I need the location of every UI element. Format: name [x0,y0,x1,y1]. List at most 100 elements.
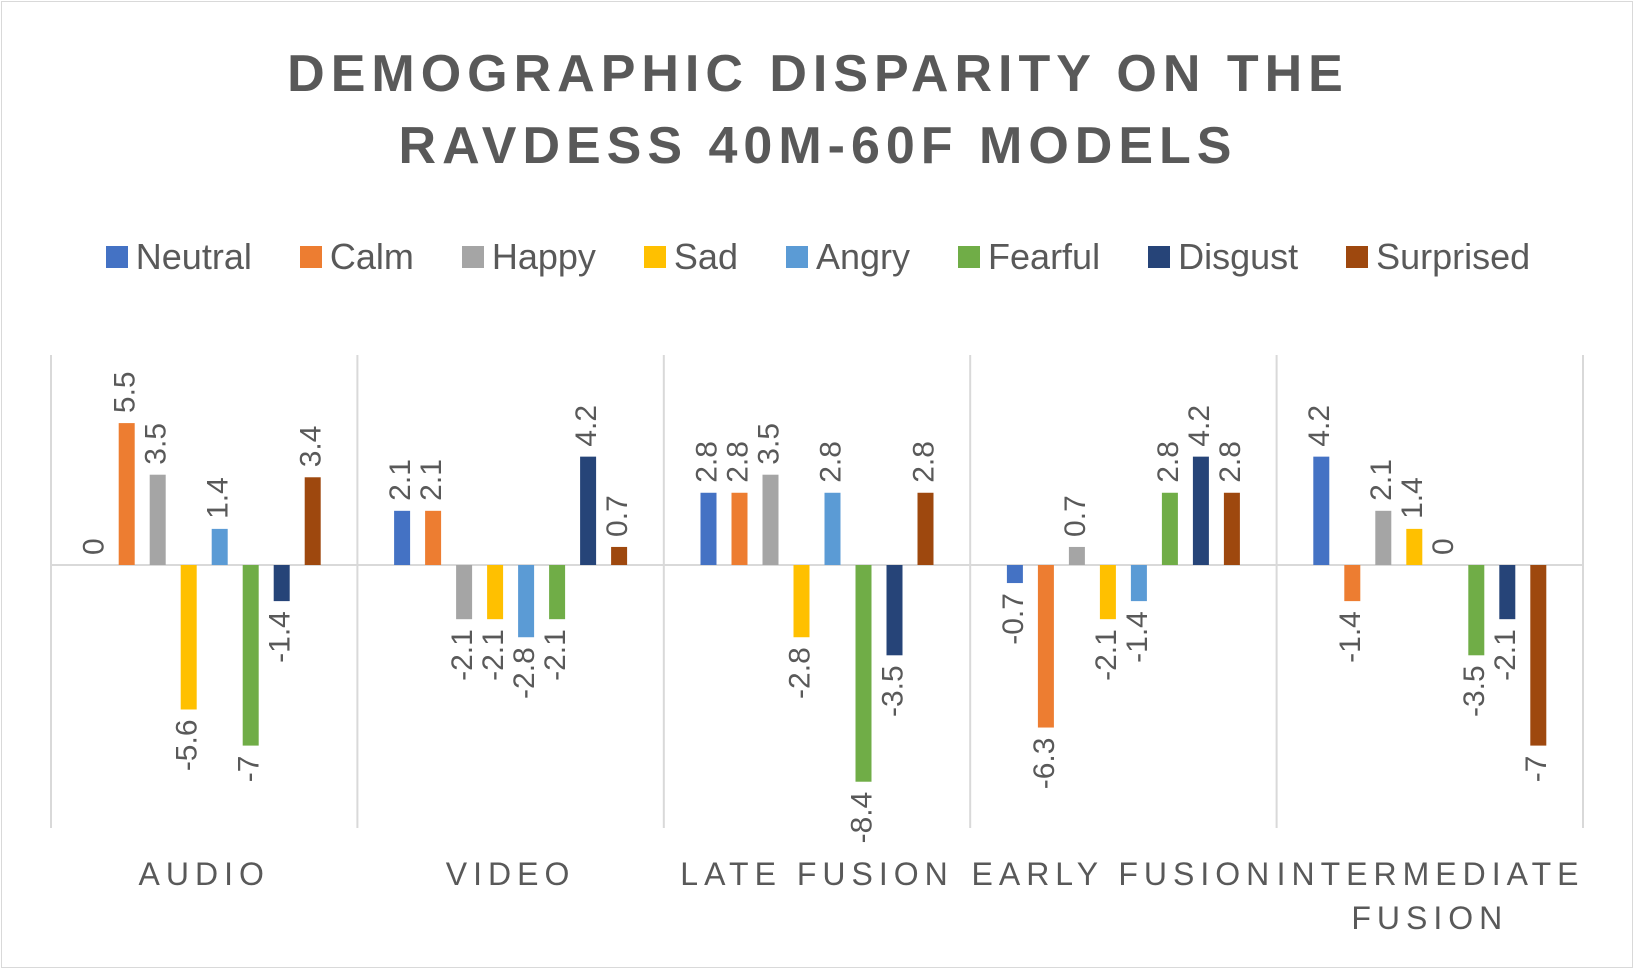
bar-disgust [1192,456,1209,565]
category-label: INTERMEDIATE FUSION [1277,852,1583,940]
bar-happy [762,474,779,565]
bar-happy [149,474,166,565]
data-label: 4.2 [570,405,603,447]
bar-neutral [1006,565,1023,584]
bar-fearful [242,565,259,746]
data-label: 3.4 [295,426,328,468]
legend-swatch [1148,246,1171,268]
data-label: 2.8 [721,441,754,483]
bar-disgust [273,565,290,602]
bar-surprised [1223,492,1240,565]
bar-fearful [549,565,566,620]
legend-label: Neutral [135,236,252,277]
data-label: -1.4 [1334,611,1367,663]
legend-swatch [1346,246,1369,268]
bar-calm [118,423,135,565]
data-label: 0 [78,538,111,555]
bar-disgust [1499,565,1516,620]
legend-swatch [958,246,981,268]
chart-title-line-1: DEMOGRAPHIC DISPARITY ON THE [287,45,1349,103]
data-label: -2.8 [508,647,541,699]
bar-sad [793,565,810,638]
data-label: 2.8 [1152,441,1185,483]
data-label: -2.1 [1090,629,1123,681]
legend-item: Neutral [105,236,252,278]
data-label: 4.2 [1303,405,1336,447]
legend-label: Angry [815,236,911,277]
legend-label: Calm [329,236,414,277]
bar-calm [1344,565,1361,602]
data-label: 3.5 [140,423,173,465]
data-label: 1.4 [202,477,235,519]
legend-swatch [105,246,128,268]
data-label: 0.7 [1059,495,1092,537]
category-label-line: FUSION [1351,900,1509,936]
category-label-line: VIDEO [445,856,576,892]
data-label: 2.8 [690,441,723,483]
bar-surprised [1530,565,1547,746]
legend-item: Angry [785,236,911,278]
legend-label: Happy [491,236,596,277]
category-label-line: LATE FUSION [680,856,954,892]
legend-item: Sad [643,236,738,278]
bar-surprised [917,492,934,565]
bar-happy [456,565,473,620]
legend-label: Fearful [988,236,1101,277]
bar-disgust [580,456,597,565]
bar-fearful [1161,492,1178,565]
category-label: AUDIO [51,852,357,896]
data-label: 2.1 [1365,459,1398,501]
data-label: -3.5 [876,665,909,717]
data-label: -0.7 [997,593,1030,645]
category-label-line: AUDIO [138,856,270,892]
legend-label: Sad [673,236,738,277]
bar-happy [1375,510,1392,565]
legend-item: Fearful [958,236,1100,278]
chart-legend: Neutral Calm Happy Sad Angry Fearful Disgust Su… [0,236,1636,278]
data-label: 2.8 [1214,441,1247,483]
data-label: -5.6 [171,719,204,771]
bar-disgust [886,565,903,656]
data-label: 0 [1427,538,1460,555]
data-label: -2.1 [539,629,572,681]
data-label: -7 [233,756,266,783]
category-label-line: EARLY FUSION [971,856,1276,892]
legend-item: Calm [299,236,414,278]
bar-neutral [1313,456,1330,565]
legend-swatch [785,246,808,268]
category-label: EARLY FUSION [970,852,1276,896]
bar-neutral [700,492,717,565]
data-label: 3.5 [752,423,785,465]
data-label: -2.1 [446,629,479,681]
data-label: 2.8 [814,441,847,483]
bar-sad [180,565,197,710]
category-label: VIDEO [357,852,663,896]
legend-item: Happy [461,236,596,278]
legend-label: Surprised [1376,236,1531,277]
bar-surprised [611,546,628,565]
bar-sad [1099,565,1116,620]
data-label: -3.5 [1458,665,1491,717]
data-label: -2.1 [477,629,510,681]
data-label: -6.3 [1028,738,1061,790]
data-label: -7 [1520,756,1553,783]
legend-swatch [461,246,484,268]
legend-label: Disgust [1178,236,1299,277]
bar-sad [487,565,504,620]
data-label: 2.1 [415,459,448,501]
chart-title-line-2: RAVDESS 40M-60F MODELS [398,117,1238,175]
data-label: 5.5 [109,371,142,413]
data-label: -2.8 [783,647,816,699]
legend-item: Surprised [1346,236,1530,278]
bar-surprised [304,477,321,565]
legend-swatch [299,246,322,268]
bar-angry [1130,565,1147,602]
bar-calm [731,492,748,565]
data-label: -8.4 [845,792,878,844]
data-label: -1.4 [1121,611,1154,663]
category-label: LATE FUSION [664,852,970,896]
bar-angry [211,528,228,565]
bar-calm [1037,565,1054,728]
